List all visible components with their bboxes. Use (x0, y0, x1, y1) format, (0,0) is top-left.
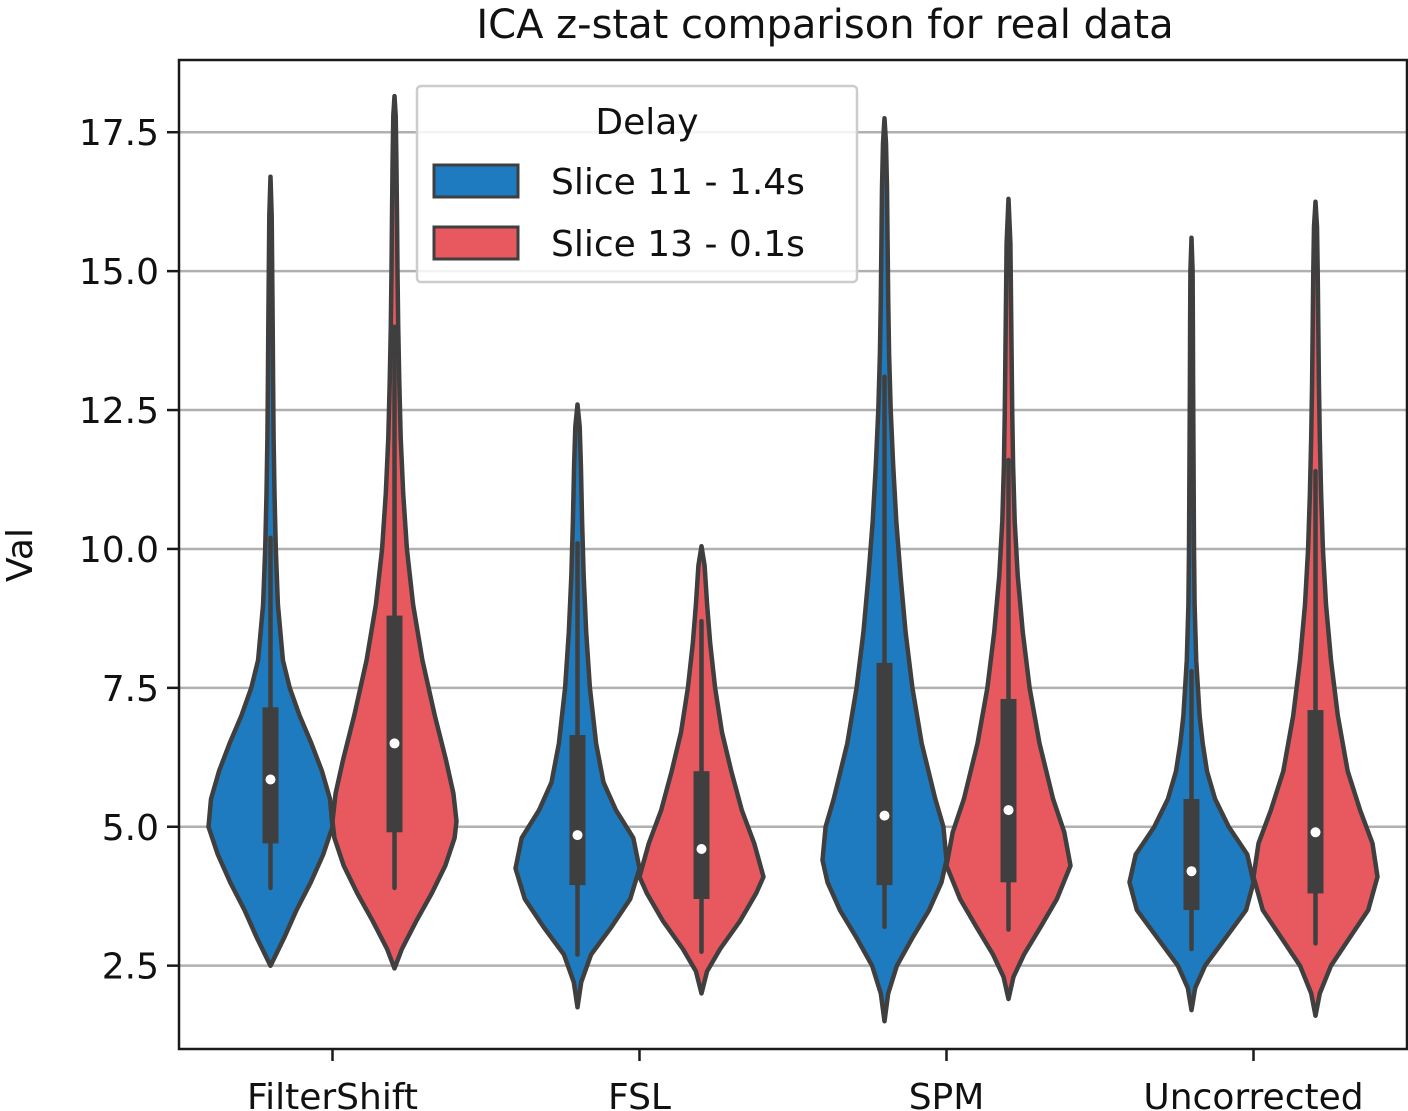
iqr-box-fsl-slice-13-0-1s (693, 771, 710, 899)
iqr-box-fsl-slice-11-1-4s (569, 735, 586, 886)
median-dot-uncorrected-slice-13-0-1s (1310, 827, 1321, 838)
y-tick-label-2-5: 2.5 (102, 947, 159, 988)
plot-frame (177, 58, 1408, 1051)
x-tick-label-filtershift: FilterShift (247, 1077, 418, 1111)
chart-title: ICA z-stat comparison for real data (476, 2, 1173, 48)
legend-frame (415, 84, 859, 284)
iqr-box-uncorrected-slice-13-0-1s (1307, 710, 1324, 894)
y-axis: 2.5 5.0 7.5 10.0 12.5 15.0 17.5 (79, 113, 179, 988)
x-axis: FilterShift FSL SPM Uncorrected (247, 1049, 1364, 1111)
iqr-box-spm-slice-11-1-4s (876, 662, 893, 886)
y-tick-label-12-5: 12.5 (79, 391, 159, 432)
median-dot-filtershift-slice-13-0-1s (389, 738, 400, 749)
violin-uncorrected-slice-11-1-4s (1127, 235, 1256, 1013)
y-tick-label-7-5: 7.5 (102, 669, 159, 710)
y-tick-label-5-0: 5.0 (102, 808, 159, 849)
y-tick-label-15-0: 15.0 (79, 252, 159, 293)
median-dot-spm-slice-11-1-4s (879, 810, 890, 821)
iqr-box-uncorrected-slice-11-1-4s (1183, 798, 1200, 911)
legend-label-slice-11: Slice 11 - 1.4s (551, 162, 805, 203)
median-dot-uncorrected-slice-11-1-4s (1186, 866, 1197, 877)
violin-layer (206, 93, 1380, 1024)
legend-title: Delay (595, 102, 698, 143)
legend: Delay Slice 11 - 1.4s Slice 13 - 0.1s (415, 84, 859, 284)
x-tick-label-spm: SPM (909, 1077, 985, 1111)
median-dot-filtershift-slice-11-1-4s (265, 774, 276, 785)
legend-swatch-slice-11 (432, 163, 520, 199)
median-dot-spm-slice-13-0-1s (1003, 805, 1014, 816)
iqr-box-filtershift-slice-13-0-1s (386, 615, 403, 833)
legend-swatch-slice-13 (432, 225, 520, 261)
y-axis-label: Val (0, 528, 41, 582)
legend-label-slice-13: Slice 13 - 0.1s (551, 224, 805, 265)
y-tick-label-17-5: 17.5 (79, 113, 159, 154)
y-tick-label-10-0: 10.0 (79, 530, 159, 571)
x-tick-label-fsl: FSL (608, 1077, 671, 1111)
median-dot-fsl-slice-13-0-1s (696, 843, 707, 854)
median-dot-fsl-slice-11-1-4s (572, 830, 583, 841)
iqr-box-spm-slice-13-0-1s (1000, 698, 1017, 883)
x-tick-label-uncorrected: Uncorrected (1143, 1077, 1363, 1111)
